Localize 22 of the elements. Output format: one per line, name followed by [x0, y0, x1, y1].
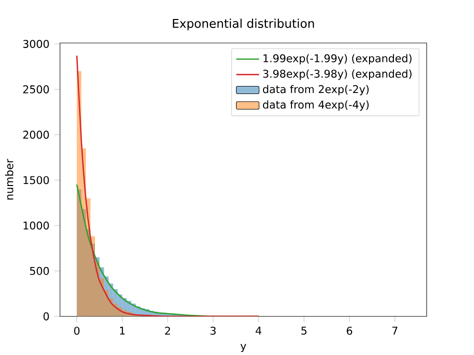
- x-tick-label: 5: [301, 326, 306, 335]
- x-tick-label: 7: [392, 326, 398, 335]
- y-tick-label: 1500: [24, 176, 49, 184]
- x-tick-label: 0: [74, 326, 80, 335]
- y-tick-label: 3000: [23, 40, 49, 48]
- x-tick-label: 1: [120, 326, 125, 335]
- y-tick-label: 0: [44, 312, 49, 320]
- legend-label: data from 2exp(-2y): [262, 84, 369, 96]
- chart-title: Exponential distribution: [172, 18, 314, 30]
- legend-label: 1.99exp(-1.99y) (expanded): [264, 54, 412, 64]
- x-tick-label: 6: [346, 326, 352, 335]
- y-tick-label: 2000: [23, 130, 49, 139]
- x-tick-label: 4: [256, 326, 262, 335]
- y-tick-label: 500: [30, 266, 49, 275]
- legend-label: 3.98exp(-3.98y) (expanded): [263, 70, 412, 80]
- y-tick-label: 1000: [24, 221, 49, 230]
- x-tick-label: 3: [210, 326, 216, 335]
- y-axis-title: number: [5, 158, 14, 200]
- x-tick-label: 2: [165, 326, 170, 335]
- y-tick-label: 2500: [23, 85, 49, 94]
- x-axis-title: y: [240, 344, 246, 352]
- legend-label: data from 4exp(-4y): [262, 100, 369, 111]
